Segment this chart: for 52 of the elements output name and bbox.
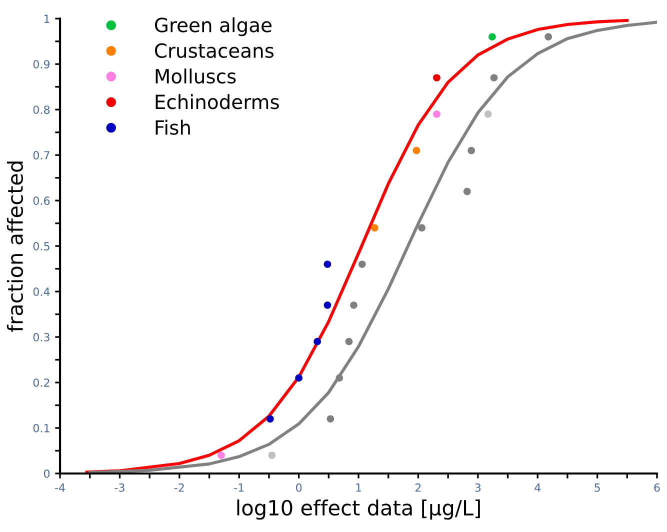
- x-tick-label: 5: [594, 484, 600, 492]
- legend-label: Fish: [156, 120, 190, 135]
- legend-label: Echinoderms: [156, 94, 279, 110]
- point: [350, 302, 358, 309]
- point: [295, 374, 302, 382]
- y-tick-label: 0.8: [33, 106, 50, 114]
- x-tick-label: -2: [174, 483, 184, 492]
- point: [484, 110, 492, 118]
- x-tick-label: 0: [296, 483, 302, 492]
- x-tick-label: -4: [55, 484, 65, 492]
- x-tick-label: 2: [415, 483, 421, 492]
- point: [358, 260, 366, 268]
- y-tick-label: 0.7: [33, 151, 50, 160]
- legend-label: Green algae: [155, 17, 272, 36]
- legend-label: Molluscs: [156, 68, 236, 84]
- x-tick-label: 1: [356, 484, 362, 492]
- legend-label: Crustaceans: [155, 43, 274, 58]
- point: [218, 452, 225, 459]
- x-tick-label: 3: [475, 483, 481, 492]
- y-tick-label: 1: [44, 14, 50, 23]
- y-tick-label: 0.6: [33, 196, 50, 205]
- y-tick-label: 0.3: [33, 332, 50, 342]
- point: [418, 224, 426, 232]
- point: [490, 74, 498, 82]
- point: [370, 224, 378, 232]
- y-tick-label: 0: [44, 469, 50, 478]
- y-tick-label: 0.1: [33, 424, 50, 432]
- point: [433, 110, 440, 118]
- y-tick-label: 0.2: [33, 378, 50, 387]
- x-tick-label: -3: [114, 483, 124, 492]
- point: [463, 188, 471, 196]
- x-tick-label: 4: [534, 484, 541, 492]
- point: [544, 33, 552, 40]
- point: [324, 302, 332, 309]
- point: [314, 338, 321, 346]
- point: [266, 415, 274, 423]
- point: [488, 33, 496, 40]
- point: [433, 74, 440, 82]
- point: [412, 146, 420, 154]
- point: [468, 146, 476, 154]
- point: [324, 260, 332, 268]
- x-tick-label: -1: [234, 484, 244, 492]
- x-axis-title: log10 effect data [μg/L]: [237, 500, 480, 520]
- y-tick-label: 0.9: [33, 60, 50, 68]
- y-axis-title: fraction affected: [6, 162, 24, 332]
- point: [326, 415, 334, 423]
- point: [345, 338, 353, 346]
- y-tick-label: 0.4: [33, 288, 50, 296]
- x-tick-label: 6: [654, 483, 660, 492]
- point: [268, 452, 276, 459]
- y-tick-label: 0.5: [33, 242, 50, 250]
- point: [336, 374, 344, 382]
